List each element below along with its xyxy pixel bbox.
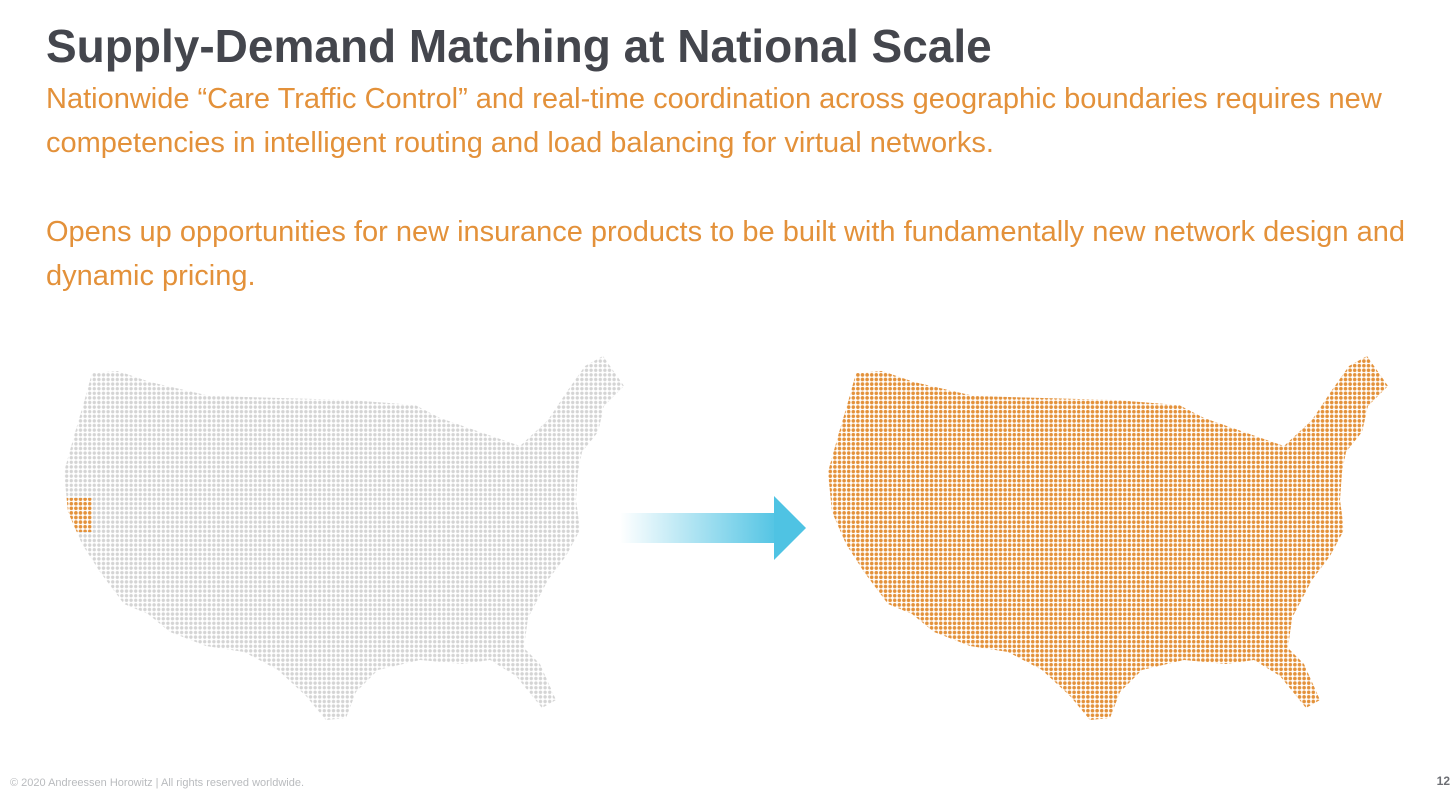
maps-diagram xyxy=(64,356,1388,720)
paragraph-insurance-products: Opens up opportunities for new insurance… xyxy=(46,216,1405,292)
footer-copyright: © 2020 Andreessen Horowitz | All rights … xyxy=(10,777,305,789)
highlighted-region xyxy=(64,498,92,532)
us-dot-map-before xyxy=(64,356,624,720)
paragraph-care-traffic-control: Nationwide “Care Traffic Control” and re… xyxy=(46,83,1382,159)
us-dot-map-after xyxy=(828,356,1388,720)
slide-title: Supply-Demand Matching at National Scale xyxy=(46,20,992,72)
page-number: 12 xyxy=(1436,774,1450,788)
right-arrow-icon xyxy=(620,496,806,560)
